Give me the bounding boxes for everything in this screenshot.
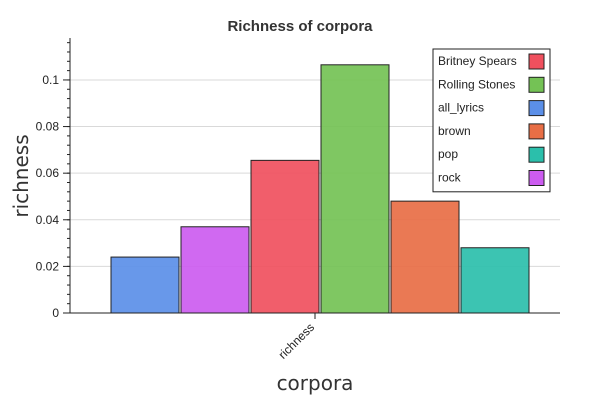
x-axis-ticks: richness	[276, 313, 317, 362]
legend-label: Britney Spears	[438, 54, 517, 68]
y-axis-ticks: 0 0.02 0.04 0.06 0.08 0.1	[36, 42, 70, 320]
x-tick-label: richness	[276, 320, 317, 361]
legend-swatch	[528, 170, 545, 186]
legend: Britney Spears Rolling Stones all_lyricsbr…	[432, 48, 551, 193]
bar-rolling-stones	[320, 64, 390, 314]
legend-label: brown	[438, 124, 471, 138]
y-tick-label: 0.1	[42, 73, 59, 87]
y-tick-label: 0.06	[36, 166, 60, 180]
y-tick-label: 0.04	[36, 213, 60, 227]
legend-swatch	[528, 53, 545, 70]
bar-brown	[390, 200, 460, 314]
legend-label: pop	[438, 147, 458, 161]
bar-all-lyrics	[110, 256, 180, 314]
x-axis-label: corpora	[277, 371, 354, 395]
y-tick-label: 0	[52, 306, 59, 320]
bar-pop	[460, 247, 530, 314]
bars	[110, 64, 530, 314]
bar-rock	[180, 226, 250, 314]
legend-label: rock	[438, 171, 462, 185]
legend-swatch	[528, 76, 545, 93]
y-axis-label: richness	[9, 134, 33, 217]
legend-swatch	[528, 123, 545, 140]
legend-box	[432, 48, 551, 193]
y-tick-label: 0.02	[36, 259, 60, 273]
legend-label: all_lyrics	[438, 101, 484, 115]
legend-swatch	[528, 100, 545, 117]
bar-britney-spears	[250, 159, 320, 314]
legend-label: Rolling Stones	[438, 77, 515, 91]
chart-title: Richness of corpora	[227, 18, 373, 35]
y-tick-label: 0.08	[36, 120, 60, 134]
legend-swatch	[528, 146, 545, 163]
